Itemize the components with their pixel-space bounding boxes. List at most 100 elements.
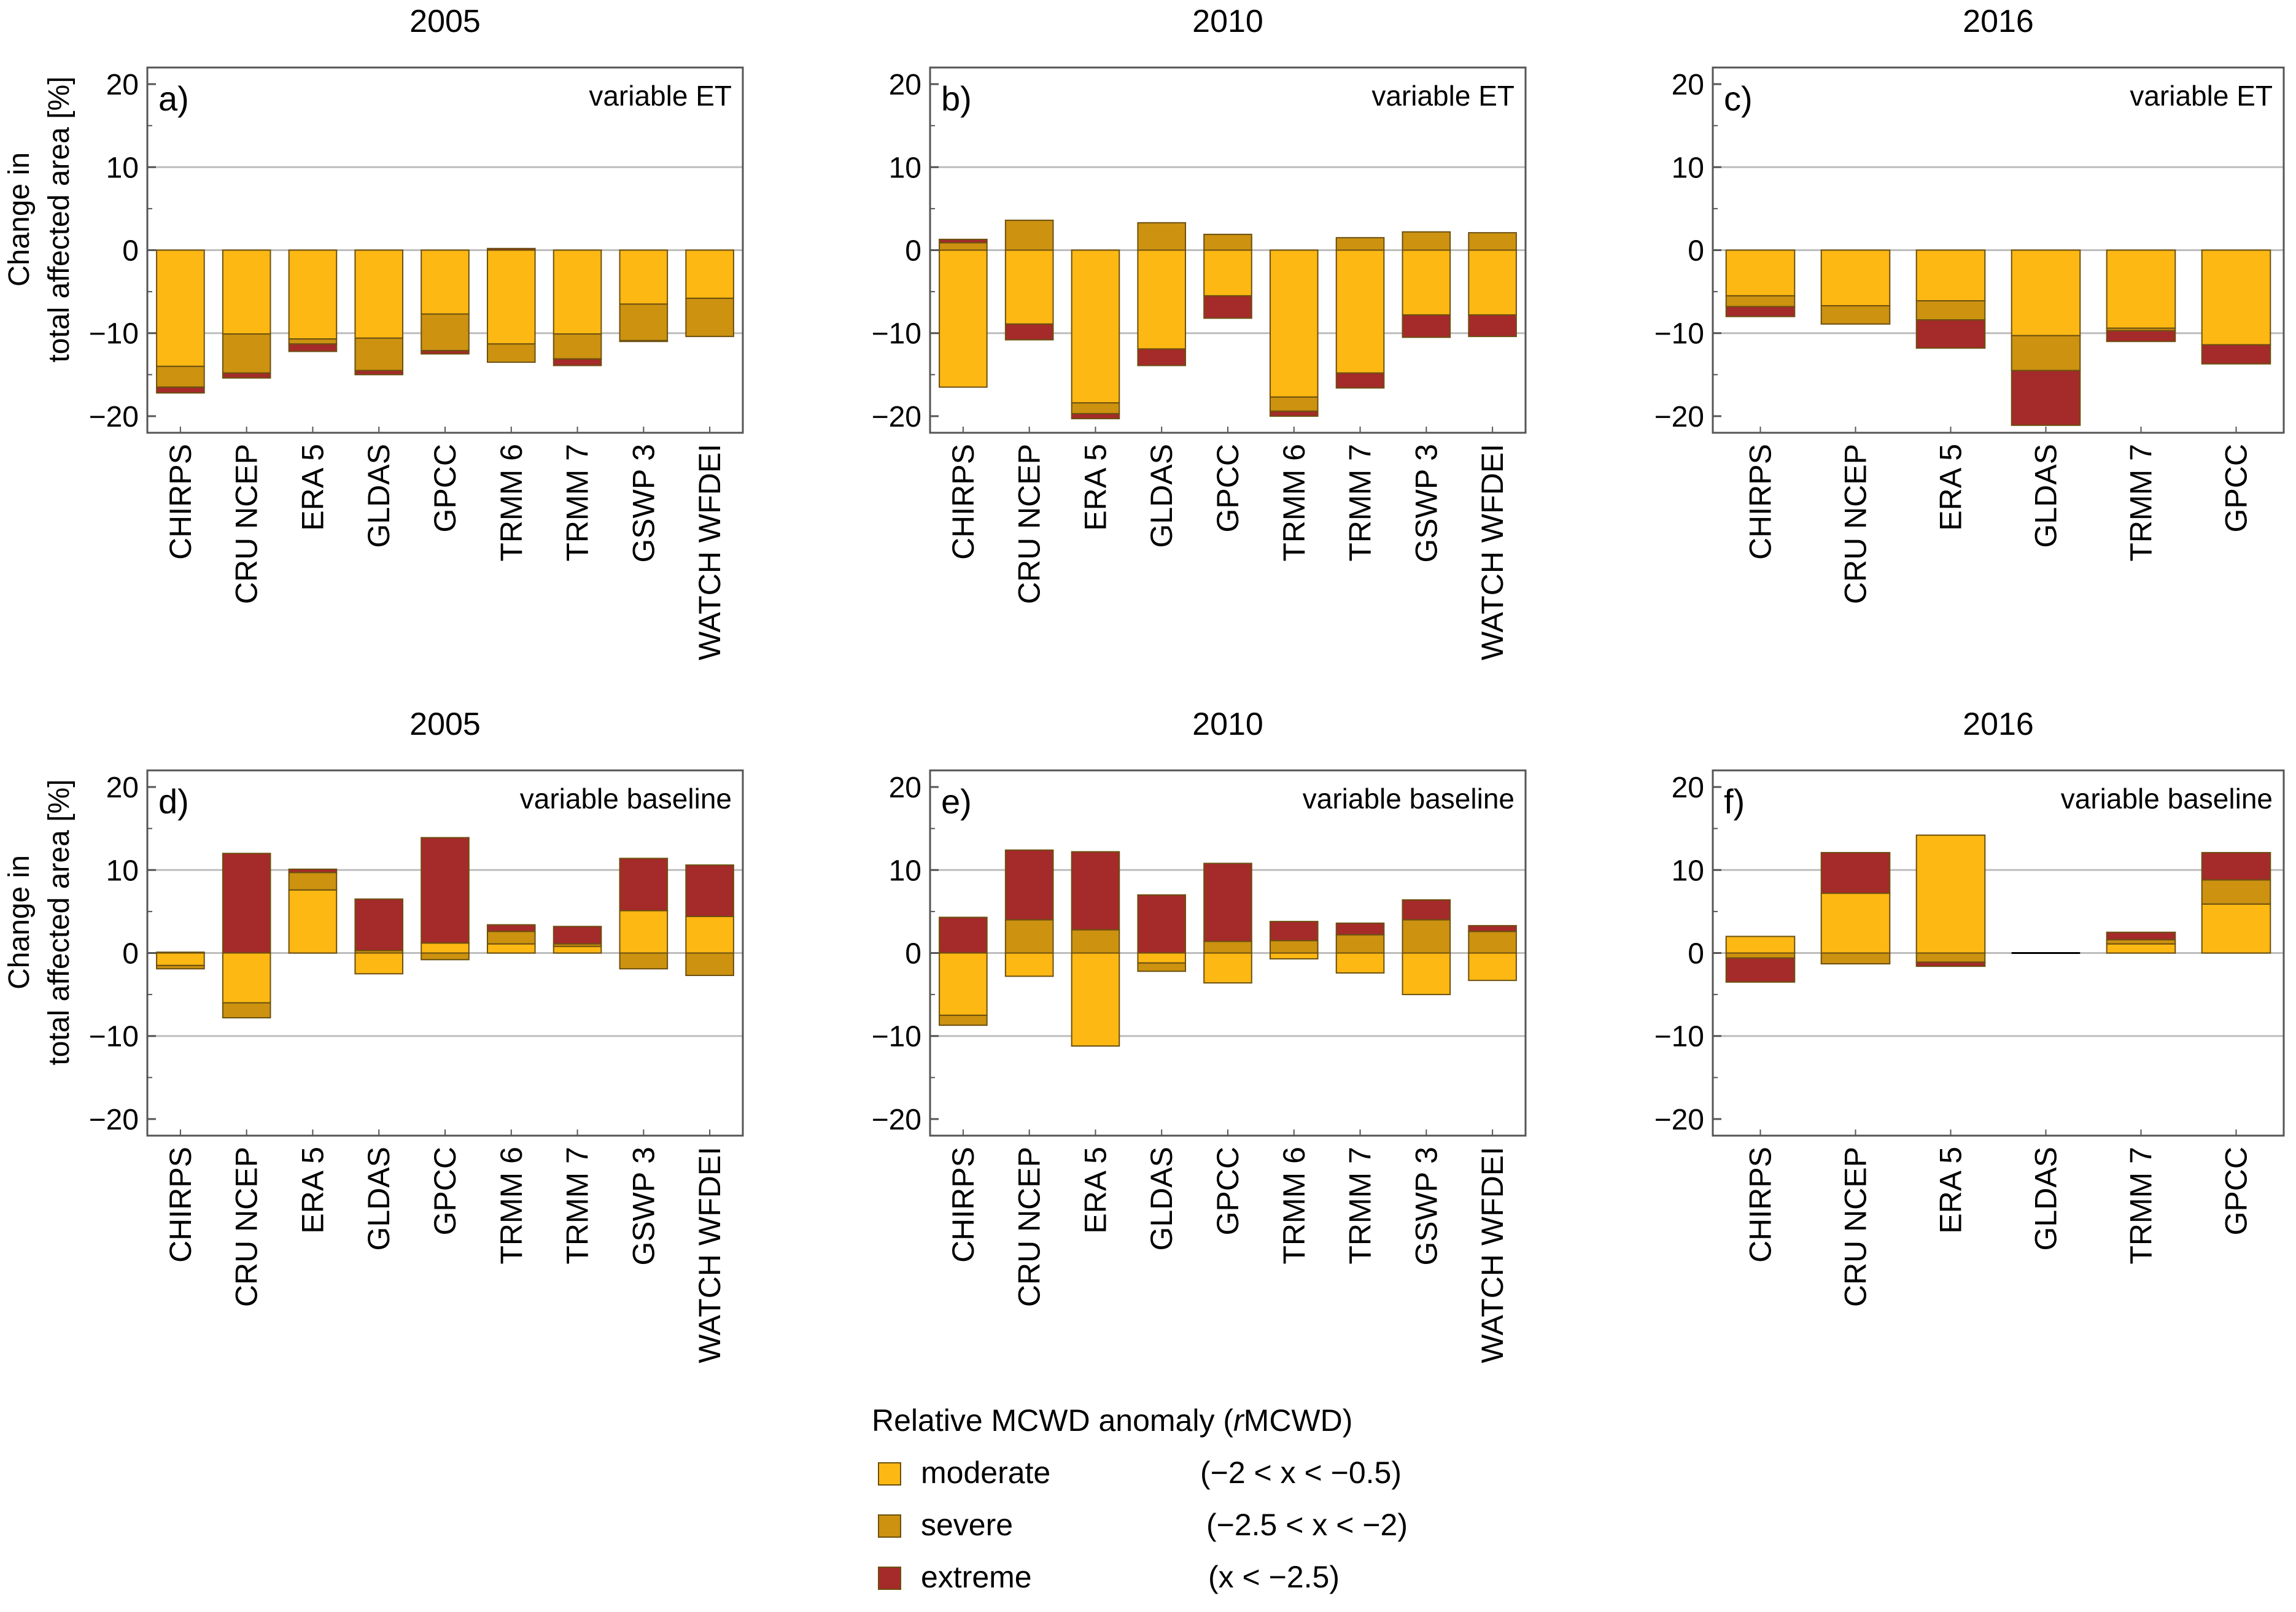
legend-item-moderate: moderate (−2 < x < −0.5) — [878, 1455, 1547, 1492]
bar-extreme-cru-ncep — [1004, 849, 1054, 921]
bar-extreme-cru-ncep — [1004, 323, 1054, 341]
tick-label-x: GPCC — [1211, 444, 1245, 532]
bar-severe-era-5 — [1915, 952, 1986, 963]
legend-label: moderate — [921, 1455, 1051, 1490]
bar-extreme-era-5 — [288, 343, 338, 352]
tick-label-x: TRMM 7 — [2124, 444, 2158, 562]
tick-label-y: −20 — [872, 401, 921, 433]
tick-label-y: 20 — [106, 772, 139, 804]
bar-moderate-era-5 — [1915, 249, 1986, 301]
legend-swatch-severe — [878, 1514, 901, 1538]
bar-moderate-era-5 — [1071, 249, 1120, 404]
panel-title: 2005 — [409, 707, 481, 742]
bar-severe-chirps — [156, 365, 205, 388]
bar-moderate-cru-ncep — [1820, 893, 1891, 954]
bar-extreme-gldas — [1137, 348, 1187, 366]
tick-label-x: CHIRPS — [1743, 444, 1778, 560]
panel-label: e) — [941, 782, 972, 821]
panel-label: d) — [158, 782, 189, 821]
legend-range: (−2.5 < x < −2) — [1206, 1508, 1408, 1542]
bar-extreme-trmm-6 — [486, 247, 536, 251]
panel-title: 2010 — [1192, 4, 1263, 39]
chart-panel-1: 2005 CHIRPS CRU NCEP ERA 5 GLDAS GPCC TRMM 6 TR… — [3, 4, 744, 661]
bar-severe-gswp-3 — [619, 303, 669, 341]
bar-extreme-gpcc — [2201, 851, 2271, 881]
bar-severe-watch-wfdei — [685, 952, 734, 977]
bar-severe-watch-wfdei — [1468, 232, 1517, 251]
tick-label-x: WATCH WFDEI — [1475, 444, 1510, 661]
tick-label-x: GLDAS — [362, 1147, 396, 1251]
tick-label-y: −10 — [872, 1021, 921, 1053]
bar-moderate-chirps — [1725, 936, 1796, 954]
bar-extreme-trmm-6 — [1269, 921, 1319, 942]
bar-moderate-gldas — [354, 249, 404, 339]
bar-moderate-cru-ncep — [1004, 952, 1054, 977]
bar-severe-gswp-3 — [619, 952, 669, 970]
bar-moderate-watch-wfdei — [1468, 952, 1517, 982]
bar-extreme-trmm-7 — [553, 358, 602, 366]
bar-moderate-era-5 — [1071, 952, 1120, 1047]
bar-extreme-trmm-7 — [1335, 372, 1385, 389]
bar-extreme-chirps — [1725, 957, 1796, 983]
tick-label-y: 10 — [1672, 854, 1704, 887]
bar-extreme-cru-ncep — [222, 853, 271, 954]
bar-extreme-gpcc — [421, 350, 470, 355]
bar-severe-chirps — [939, 1014, 988, 1026]
tick-label-y: 0 — [1688, 938, 1704, 971]
bar-severe-chirps — [156, 964, 205, 970]
bar-moderate-gpcc — [1203, 952, 1252, 984]
tick-label-y: 10 — [1672, 152, 1704, 184]
tick-label-x: TRMM 6 — [1277, 1147, 1311, 1265]
tick-label-x: GLDAS — [2029, 1147, 2063, 1251]
y-axis-label: Change in total affected area [%] — [3, 76, 76, 362]
tick-label-x: GLDAS — [1144, 444, 1179, 548]
tick-label-x: TRMM 7 — [560, 1147, 595, 1265]
bar-extreme-chirps — [156, 951, 205, 954]
bar-moderate-cru-ncep — [222, 249, 271, 335]
tick-label-x: GPCC — [1211, 1147, 1245, 1235]
bar-moderate-trmm-7 — [2106, 249, 2176, 329]
bar-moderate-watch-wfdei — [1468, 249, 1517, 316]
tick-label-y: 10 — [106, 854, 139, 887]
panel-title: 2016 — [1963, 707, 2034, 742]
bar-extreme-trmm-6 — [1269, 410, 1319, 417]
bar-moderate-trmm-7 — [553, 945, 602, 954]
panel-title: 2016 — [1963, 4, 2034, 39]
bar-extreme-era-5 — [1071, 413, 1120, 420]
tick-label-x: CRU NCEP — [230, 444, 264, 604]
bar-severe-chirps — [1725, 295, 1796, 308]
bar-moderate-chirps — [939, 249, 988, 388]
legend: Relative MCWD anomaly (rMCWD) moderate (… — [872, 1403, 1547, 1611]
tick-label-x: ERA 5 — [1078, 1147, 1112, 1234]
tick-label-y: 20 — [1672, 772, 1704, 804]
tick-label-y: 10 — [106, 152, 139, 184]
bar-moderate-gswp-3 — [1402, 249, 1451, 316]
tick-label-y: 20 — [106, 69, 139, 101]
tick-label-y: −20 — [1654, 401, 1704, 433]
bar-extreme-cru-ncep — [1820, 851, 1891, 894]
tick-label-y: 10 — [889, 854, 921, 887]
tick-label-x: CHIRPS — [1743, 1147, 1778, 1263]
bar-severe-cru-ncep — [1004, 219, 1054, 251]
bar-moderate-gpcc — [421, 249, 470, 315]
bar-extreme-era-5 — [1915, 961, 1986, 967]
bar-severe-gldas — [1137, 962, 1187, 972]
bar-extreme-era-5 — [288, 868, 338, 874]
bar-moderate-gpcc — [421, 942, 470, 954]
y-axis-label: Change in total affected area [%] — [3, 779, 76, 1065]
legend-swatch-moderate — [878, 1462, 901, 1486]
bar-moderate-trmm-6 — [1269, 952, 1319, 959]
tick-label-x: GSWP 3 — [1409, 444, 1443, 563]
bar-extreme-era-5 — [1071, 851, 1120, 931]
bar-extreme-watch-wfdei — [1468, 314, 1517, 338]
tick-label-x: CRU NCEP — [1012, 1147, 1047, 1307]
bar-extreme-chirps — [939, 238, 988, 244]
panel-annotation: variable ET — [589, 80, 732, 112]
bar-extreme-gldas — [1137, 894, 1187, 954]
tick-label-y: 10 — [889, 152, 921, 184]
legend-label: severe — [921, 1508, 1014, 1542]
tick-label-x: GPCC — [2219, 444, 2254, 532]
bar-moderate-cru-ncep — [222, 952, 271, 1004]
